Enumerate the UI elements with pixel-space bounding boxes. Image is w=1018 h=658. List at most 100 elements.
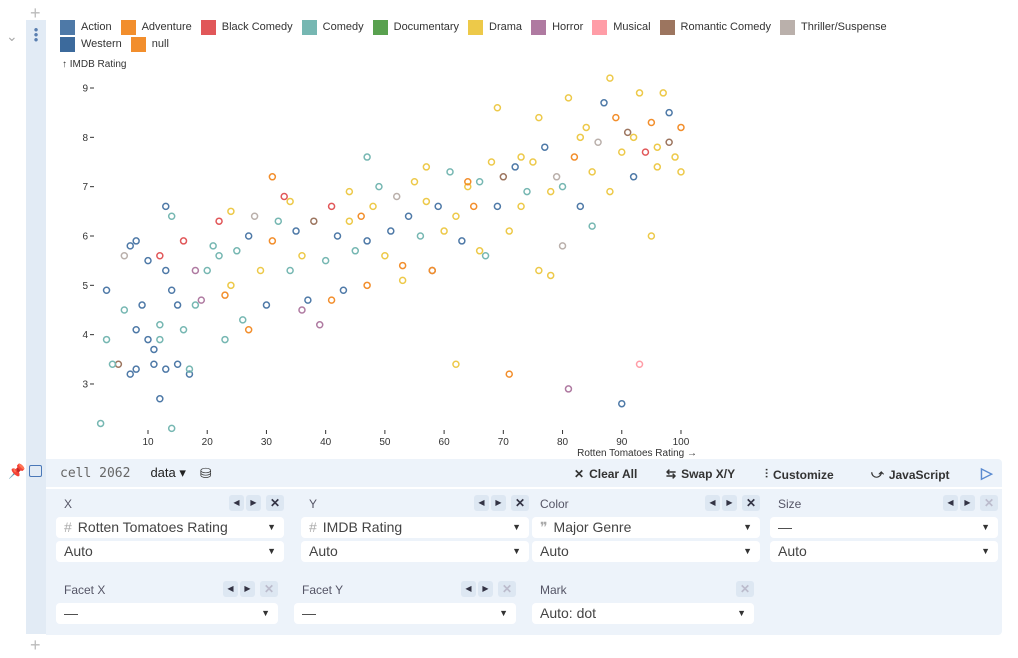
- data-point: [173, 301, 182, 309]
- swap-label: Swap X/Y: [681, 467, 736, 481]
- data-point: [215, 251, 223, 260]
- data-point: [387, 227, 395, 235]
- size-scale-select[interactable]: Auto ▼: [770, 541, 998, 562]
- move-right-icon[interactable]: ▶: [478, 581, 493, 597]
- legend-item: Horror: [531, 19, 583, 35]
- x-scale-select[interactable]: Auto ▼: [56, 541, 284, 562]
- data-point: [623, 128, 632, 137]
- data-point: [535, 113, 543, 122]
- data-point: [629, 173, 638, 181]
- pin-icon[interactable]: 📌: [8, 463, 26, 479]
- facet-y-label: Facet Y: [302, 583, 344, 597]
- cell-menu-icon[interactable]: • • •: [33, 22, 39, 47]
- remove-facet-x-icon[interactable]: ✕: [260, 581, 278, 597]
- data-source-label: data: [150, 465, 176, 480]
- color-field-select[interactable]: ❞ Major Genre ▼: [532, 517, 760, 538]
- x-icon: ✕: [574, 467, 585, 481]
- remove-y-icon[interactable]: ✕: [511, 495, 529, 511]
- data-point: [659, 89, 667, 97]
- data-source-select[interactable]: data ▾: [150, 465, 186, 480]
- sliders-icon: ⫶: [765, 467, 769, 481]
- legend-swatch: [468, 19, 484, 35]
- y-tick-label: 6: [82, 231, 88, 242]
- size-field-select[interactable]: — ▼: [770, 517, 998, 538]
- move-left-icon[interactable]: ◀: [943, 495, 958, 511]
- facet-x-value: —: [64, 605, 78, 621]
- data-point: [351, 247, 360, 255]
- y-field-select[interactable]: # IMDB Rating ▼: [301, 517, 529, 538]
- legend-label: Drama: [489, 21, 523, 33]
- data-point: [375, 182, 383, 191]
- data-point: [102, 335, 111, 344]
- move-right-icon[interactable]: ▶: [240, 581, 255, 597]
- move-right-icon[interactable]: ▶: [491, 495, 506, 511]
- move-left-icon[interactable]: ◀: [229, 495, 244, 511]
- data-point: [327, 296, 336, 304]
- legend-swatch: [531, 19, 547, 35]
- data-point: [96, 419, 105, 428]
- data-point: [635, 89, 644, 97]
- data-point: [221, 291, 229, 299]
- data-point: [392, 192, 401, 201]
- mark-select[interactable]: Auto: dot ▼: [532, 603, 754, 624]
- add-cell-above-button[interactable]: +: [30, 3, 41, 23]
- color-scale-select[interactable]: Auto ▼: [532, 541, 760, 562]
- y-tick-label: 5: [82, 281, 88, 292]
- remove-mark-icon[interactable]: ✕: [736, 581, 754, 597]
- data-point: [244, 232, 253, 240]
- clear-all-button[interactable]: ✕ Clear All: [574, 467, 637, 481]
- mark-label: Mark: [540, 583, 567, 597]
- data-point: [641, 148, 650, 156]
- legend-swatch: [60, 19, 75, 35]
- data-point: [333, 232, 342, 240]
- data-point: [173, 360, 182, 368]
- legend-swatch: [372, 19, 388, 35]
- legend-label: Western: [81, 38, 122, 50]
- move-right-icon[interactable]: ▶: [722, 495, 737, 511]
- data-point: [618, 148, 626, 156]
- customize-button[interactable]: ⫶ Customize: [765, 467, 834, 482]
- facet-x-field: Facet X ◀ ▶ ✕ — ▼: [56, 580, 278, 624]
- remove-facet-y-icon[interactable]: ✕: [498, 581, 516, 597]
- y-field: Y ◀ ▶ ✕ # IMDB Rating ▼ Auto ▼: [301, 494, 529, 562]
- remove-x-icon[interactable]: ✕: [266, 495, 284, 511]
- javascript-button[interactable]: ⤻ JavaScript: [871, 467, 950, 482]
- add-cell-below-button[interactable]: +: [30, 635, 41, 655]
- facet-x-select[interactable]: — ▼: [56, 603, 278, 624]
- remove-size-icon[interactable]: ✕: [980, 495, 998, 511]
- collapse-chevron-icon[interactable]: ⌄: [6, 28, 18, 44]
- move-left-icon[interactable]: ◀: [705, 495, 720, 511]
- data-point: [185, 370, 194, 378]
- y-tick-label: 7: [82, 182, 88, 193]
- x-axis-label: Rotten Tomatoes Rating →: [577, 448, 697, 459]
- data-point: [600, 99, 608, 107]
- data-point: [102, 286, 111, 295]
- move-left-icon[interactable]: ◀: [461, 581, 476, 597]
- legend-label: Adventure: [141, 21, 192, 33]
- data-point: [286, 266, 294, 275]
- color-field: Color ◀ ▶ ✕ ❞ Major Genre ▼ Auto ▼: [532, 494, 760, 562]
- x-tick-label: 40: [320, 437, 332, 448]
- move-left-icon[interactable]: ◀: [474, 495, 489, 511]
- data-point: [653, 163, 662, 171]
- data-point: [398, 261, 407, 270]
- swap-xy-button[interactable]: ⇆ Swap X/Y: [666, 467, 735, 481]
- chart-cell-icon[interactable]: [29, 465, 42, 477]
- customize-label: Customize: [773, 467, 834, 482]
- remove-color-icon[interactable]: ✕: [742, 495, 760, 511]
- move-left-icon[interactable]: ◀: [223, 581, 238, 597]
- x-tick-label: 80: [557, 437, 569, 448]
- data-point: [458, 237, 466, 245]
- data-point: [167, 212, 176, 221]
- run-icon[interactable]: ▷: [981, 465, 993, 482]
- data-point: [233, 247, 241, 255]
- facet-y-select[interactable]: — ▼: [294, 603, 516, 624]
- y-tick-label: 9: [82, 84, 88, 95]
- data-point: [132, 365, 140, 373]
- y-scale-select[interactable]: Auto ▼: [301, 541, 529, 562]
- move-right-icon[interactable]: ▶: [246, 495, 261, 511]
- data-point: [144, 335, 152, 344]
- move-right-icon[interactable]: ▶: [960, 495, 975, 511]
- x-field-select[interactable]: # Rotten Tomatoes Rating ▼: [56, 517, 284, 538]
- data-point: [215, 217, 223, 225]
